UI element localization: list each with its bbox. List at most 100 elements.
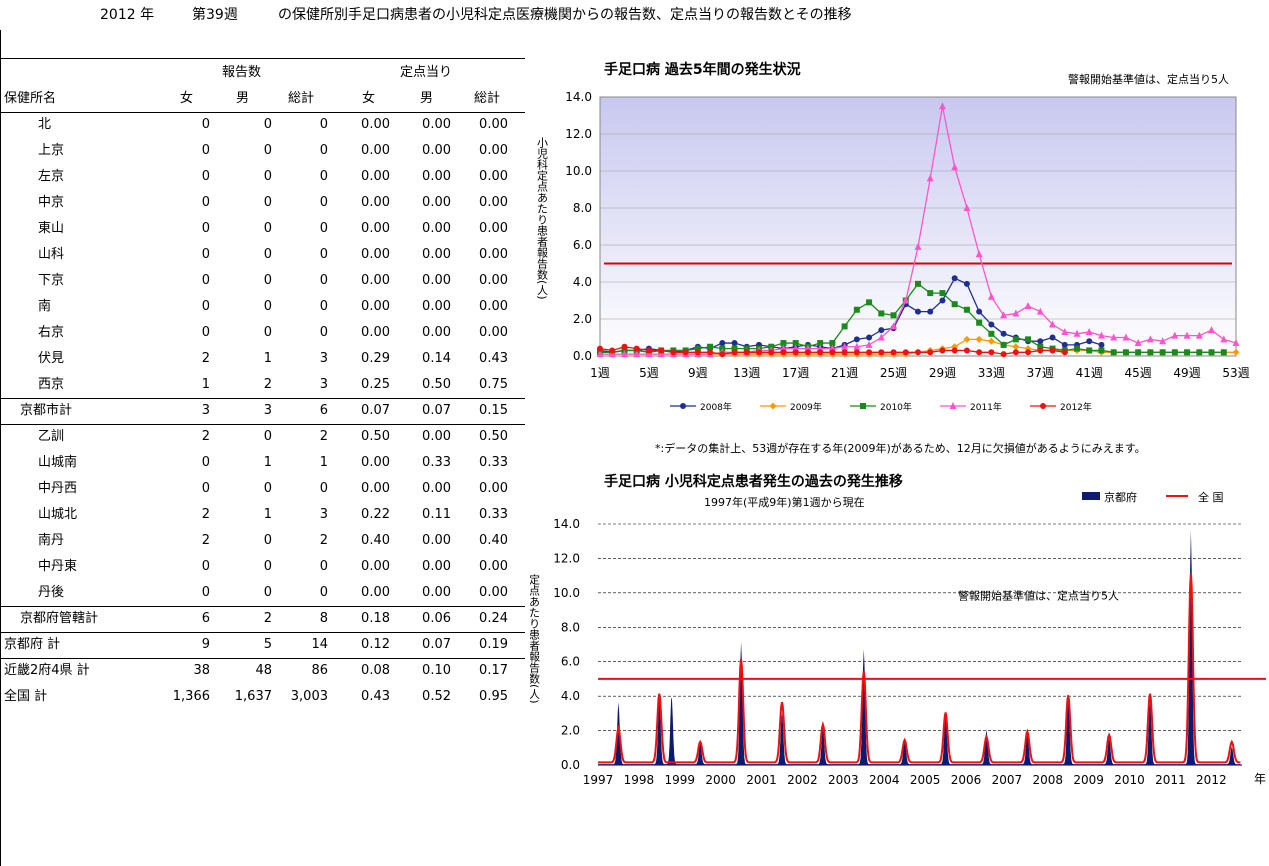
- row-value-1: 0: [263, 585, 272, 600]
- row-value-4: 0.00: [422, 559, 451, 574]
- row-value-0: 0: [201, 559, 210, 574]
- chart1-xtick: 37週: [1027, 366, 1054, 380]
- chart1-point: [817, 349, 824, 356]
- row-value-4: 0.00: [422, 481, 451, 496]
- chart1-ytick: 14.0: [565, 90, 592, 104]
- chart1-xtick: 49週: [1173, 366, 1200, 380]
- header-week: 第39週: [192, 7, 238, 23]
- chart2-legend-kyoto: 京都府: [1104, 490, 1137, 504]
- row-value-1: 0: [263, 143, 272, 158]
- chart1-point: [1147, 349, 1154, 356]
- chart2-xtick: 2004: [869, 773, 900, 787]
- chart1-point: [1159, 337, 1167, 345]
- chart2-xtick: 2009: [1073, 773, 1104, 787]
- row-value-1: 0: [263, 429, 272, 444]
- chart1-point: [780, 340, 787, 347]
- row-name: 北: [38, 117, 52, 132]
- table-row: 中京 0 0 0 0.00 0.00 0.00: [0, 190, 525, 216]
- row-value-0: 0: [201, 325, 210, 340]
- chart1-legend-marker: [680, 403, 686, 409]
- chart2-ytick: 4.0: [561, 689, 580, 703]
- chart1-point: [1135, 349, 1142, 356]
- chart1-point: [914, 242, 922, 250]
- row-value-5: 0.00: [479, 221, 508, 236]
- col-header-1: 男: [236, 91, 250, 106]
- chart1-point: [988, 321, 995, 328]
- chart2-legend-national: 全 国: [1198, 490, 1224, 504]
- chart1-point: [682, 349, 689, 356]
- chart1-point: [1012, 349, 1019, 356]
- row-value-4: 0.07: [422, 637, 451, 652]
- chart1-point: [1098, 341, 1105, 348]
- row-value-0: 0: [201, 273, 210, 288]
- chart1-subtitle: 警報開始基準値は、定点当り5人: [1068, 73, 1229, 86]
- row-value-5: 0.19: [479, 637, 508, 652]
- row-name: 山科: [38, 247, 65, 262]
- row-value-4: 0.00: [422, 325, 451, 340]
- row-value-4: 0.33: [422, 455, 451, 470]
- col-header-3: 女: [362, 91, 376, 106]
- row-value-3: 0.00: [361, 247, 390, 262]
- row-value-3: 0.00: [361, 195, 390, 210]
- chart1-point: [707, 343, 714, 350]
- chart1-legend-marker: [860, 403, 866, 409]
- row-value-5: 0.33: [479, 455, 508, 470]
- chart1-point: [976, 308, 983, 315]
- chart1-point: [878, 327, 885, 334]
- row-name: 乙訓: [38, 429, 65, 444]
- row-value-0: 38: [193, 663, 210, 678]
- table-row: 南 0 0 0 0.00 0.00 0.00: [0, 294, 525, 320]
- row-value-5: 0.33: [479, 507, 508, 522]
- chart1-point: [865, 340, 873, 348]
- group-label-count: 報告数: [222, 65, 262, 80]
- row-value-3: 0.43: [361, 689, 390, 704]
- row-value-5: 0.00: [479, 169, 508, 184]
- chart1-point: [694, 349, 701, 356]
- table-group-header: 報告数 定点当り: [0, 60, 525, 86]
- row-name: 左京: [38, 169, 65, 184]
- row-value-2: 6: [319, 403, 328, 418]
- row-name: 右京: [38, 325, 65, 340]
- chart1-point: [817, 340, 824, 347]
- chart1-point: [645, 347, 652, 354]
- chart1-xtick: 25週: [880, 366, 907, 380]
- row-value-3: 0.07: [361, 403, 390, 418]
- row-value-2: 0: [319, 117, 328, 132]
- row-value-5: 0.75: [479, 377, 508, 392]
- row-value-0: 0: [201, 195, 210, 210]
- chart1-point: [988, 330, 995, 337]
- row-value-3: 0.00: [361, 455, 390, 470]
- chart1-legend-label: 2010年: [880, 401, 912, 413]
- row-value-5: 0.00: [479, 481, 508, 496]
- table-row: 西京 1 2 3 0.25 0.50 0.75: [0, 372, 525, 398]
- row-name: 南: [38, 299, 52, 314]
- chart1-xtick: 13週: [733, 366, 760, 380]
- table-divider: [0, 632, 525, 633]
- row-value-5: 0.24: [479, 611, 508, 626]
- chart1-point: [829, 349, 836, 356]
- chart1-point: [975, 250, 983, 258]
- chart1-point: [620, 350, 628, 358]
- header-year: 2012 年: [100, 7, 155, 23]
- row-value-0: 6: [201, 611, 210, 626]
- row-value-2: 1: [319, 455, 328, 470]
- chart2-ylabel: 定点あたり患者報告数(人): [530, 573, 541, 704]
- table-row: 右京 0 0 0 0.00 0.00 0.00: [0, 320, 525, 346]
- row-value-2: 0: [319, 325, 328, 340]
- row-value-1: 0: [263, 195, 272, 210]
- chart1-point: [694, 345, 701, 352]
- chart2-xtick: 1998: [624, 773, 655, 787]
- table-row: 丹後 0 0 0 0.00 0.00 0.00: [0, 580, 525, 606]
- chart1-point: [768, 349, 775, 356]
- table-row: 左京 0 0 0 0.00 0.00 0.00: [0, 164, 525, 190]
- row-value-0: 0: [201, 299, 210, 314]
- chart1-legend-label: 2008年: [700, 401, 732, 413]
- chart1-point: [1195, 331, 1203, 339]
- chart1-point: [878, 310, 885, 317]
- chart1-point: [1012, 336, 1019, 343]
- chart1-point: [1232, 339, 1240, 347]
- chart1-point: [1220, 349, 1227, 356]
- row-value-1: 0: [263, 533, 272, 548]
- chart1-point: [731, 340, 738, 347]
- chart1-point: [963, 335, 971, 343]
